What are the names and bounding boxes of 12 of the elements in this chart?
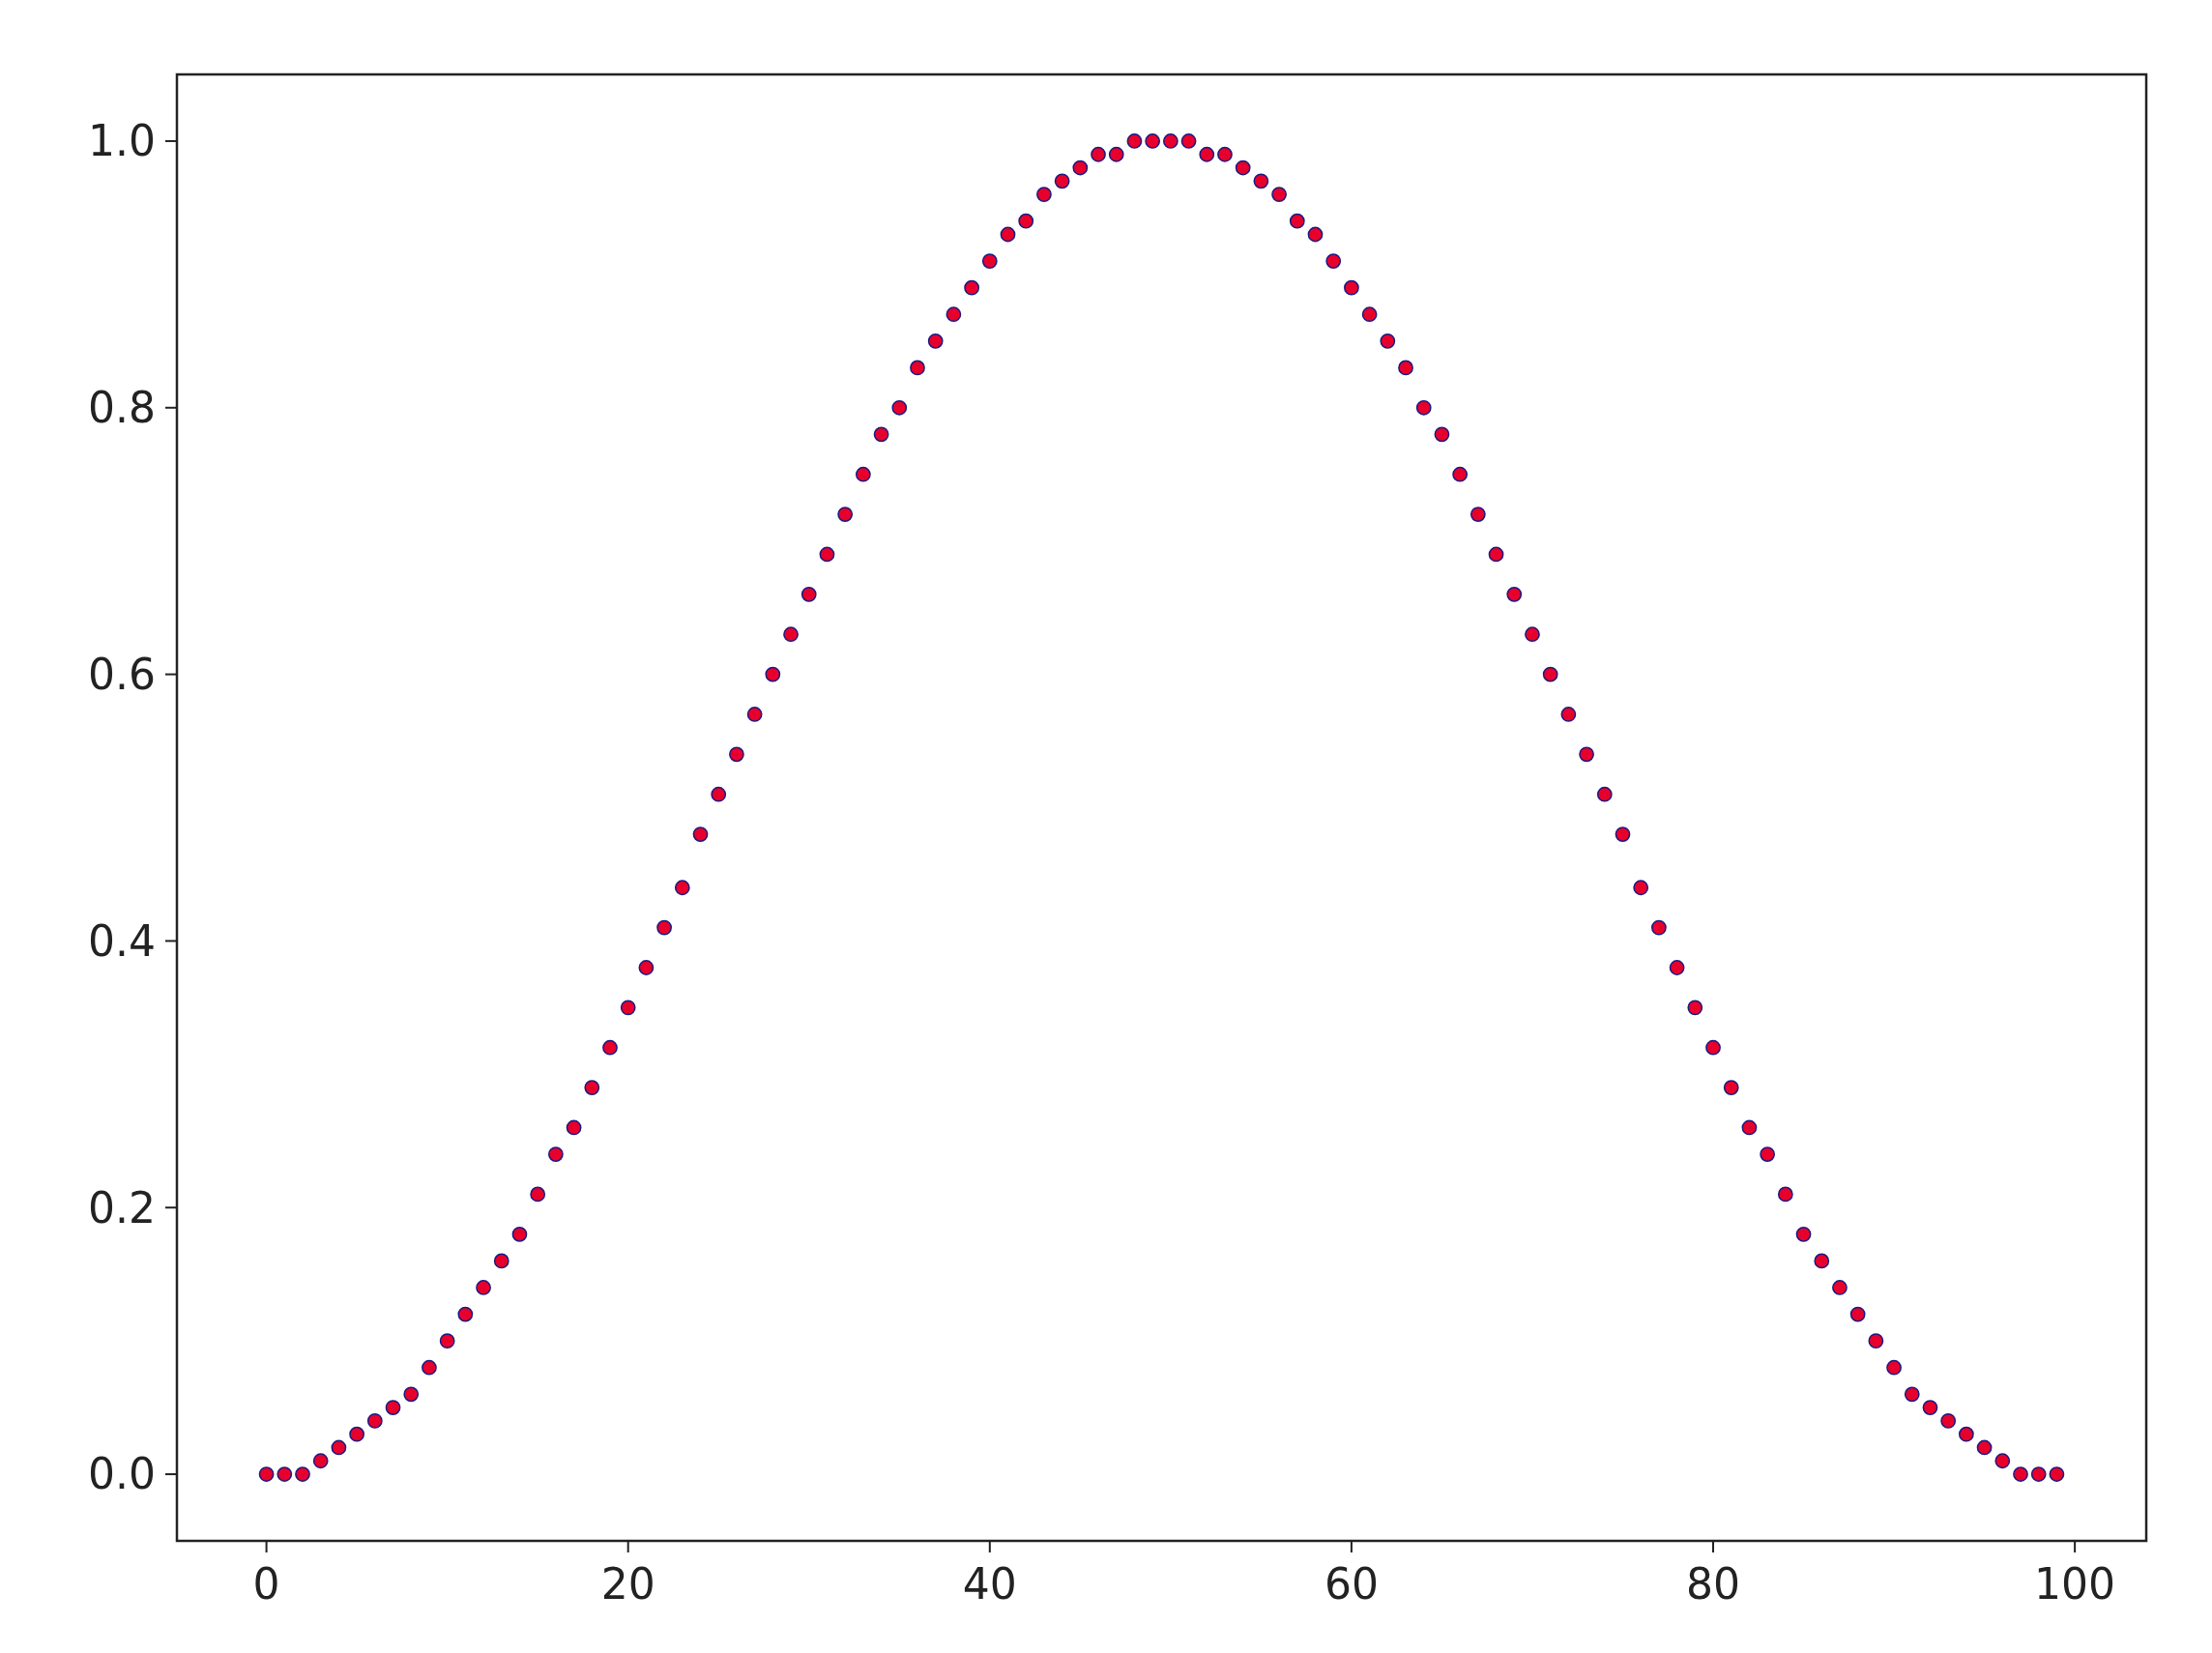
- x-tick-label: 20: [600, 1559, 655, 1609]
- x-tick-label: 100: [2034, 1559, 2116, 1609]
- x-tick-label: 0: [252, 1559, 280, 1609]
- y-tick-label: 0.8: [88, 383, 156, 433]
- y-tick-label: 0.4: [88, 915, 156, 966]
- y-tick-label: 0.2: [88, 1182, 156, 1232]
- y-tick-label: 0.0: [88, 1449, 156, 1499]
- y-tick-label: 0.6: [88, 649, 156, 699]
- x-tick-label: 60: [1324, 1559, 1379, 1609]
- x-tick-label: 80: [1686, 1559, 1741, 1609]
- x-tick-label: 40: [962, 1559, 1017, 1609]
- y-tick-label: 1.0: [88, 116, 156, 166]
